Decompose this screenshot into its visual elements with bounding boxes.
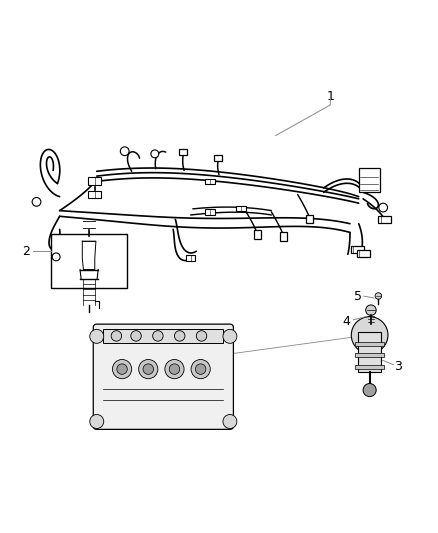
Bar: [205, 179, 215, 184]
Circle shape: [165, 359, 184, 379]
Bar: [179, 149, 187, 155]
FancyBboxPatch shape: [93, 324, 233, 430]
Circle shape: [379, 203, 388, 212]
Bar: [88, 190, 101, 198]
Circle shape: [139, 359, 158, 379]
Bar: [358, 332, 381, 373]
Bar: [355, 365, 384, 369]
Bar: [186, 255, 195, 261]
Circle shape: [151, 150, 159, 158]
Circle shape: [366, 305, 376, 316]
Circle shape: [90, 329, 104, 343]
Bar: [254, 230, 261, 239]
Circle shape: [111, 330, 122, 341]
Circle shape: [169, 364, 180, 374]
Circle shape: [117, 364, 127, 374]
Circle shape: [143, 364, 153, 374]
Bar: [355, 353, 384, 357]
Circle shape: [52, 253, 60, 261]
Circle shape: [113, 359, 132, 379]
Circle shape: [174, 330, 185, 341]
Bar: [355, 342, 384, 345]
Circle shape: [375, 293, 381, 299]
Circle shape: [120, 147, 129, 156]
Circle shape: [223, 329, 237, 343]
Circle shape: [195, 364, 206, 374]
Circle shape: [131, 330, 141, 341]
Bar: [351, 246, 364, 253]
Circle shape: [191, 359, 210, 379]
Bar: [214, 155, 222, 160]
Text: 2: 2: [22, 245, 30, 258]
Bar: [357, 250, 370, 257]
Circle shape: [363, 384, 376, 397]
Circle shape: [223, 415, 237, 429]
Bar: [359, 168, 380, 192]
Bar: [378, 216, 392, 223]
Bar: [51, 234, 127, 288]
Bar: [236, 206, 246, 211]
Bar: [88, 177, 101, 185]
Circle shape: [90, 415, 104, 429]
Circle shape: [32, 198, 41, 206]
Bar: [205, 209, 215, 215]
Text: 4: 4: [343, 314, 350, 328]
Text: 1: 1: [326, 90, 334, 103]
Circle shape: [351, 317, 388, 353]
Text: 5: 5: [354, 290, 362, 303]
Circle shape: [196, 330, 207, 341]
Text: 3: 3: [394, 360, 402, 373]
Circle shape: [152, 330, 163, 341]
Bar: [103, 329, 223, 343]
Bar: [306, 215, 313, 223]
Bar: [280, 232, 287, 241]
